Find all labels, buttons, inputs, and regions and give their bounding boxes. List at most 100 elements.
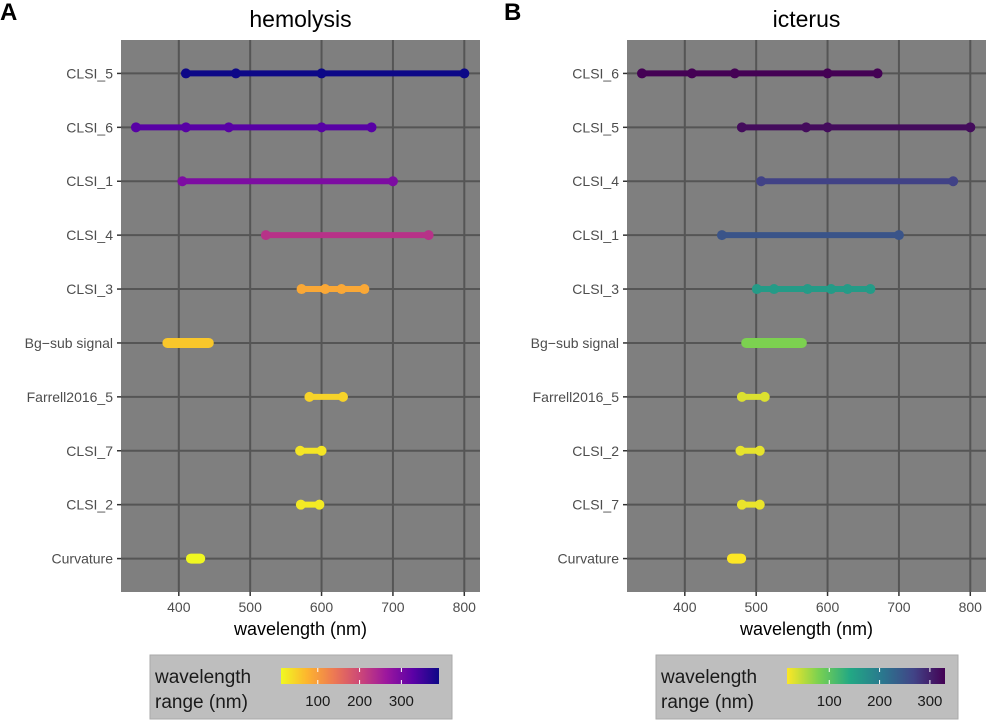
- x-tick-label: 600: [310, 599, 334, 615]
- x-tick-label: 700: [887, 599, 911, 615]
- data-point: [316, 68, 327, 79]
- y-tick-label: Farrell2016_5: [27, 389, 114, 405]
- colorbar-tick-label: 100: [817, 693, 842, 710]
- data-point: [359, 284, 370, 295]
- data-point: [366, 122, 377, 133]
- data-point: [759, 391, 770, 402]
- y-tick-label: Bg−sub signal: [25, 335, 113, 351]
- y-tick-label: CLSI_1: [66, 173, 113, 189]
- data-point: [223, 122, 234, 133]
- colorbar: [281, 668, 439, 684]
- data-point: [826, 284, 837, 295]
- y-tick-label: CLSI_6: [572, 65, 619, 81]
- data-point: [387, 176, 398, 187]
- y-tick-label: Curvature: [558, 551, 620, 567]
- data-point: [865, 284, 876, 295]
- y-tick-label: Farrell2016_5: [533, 389, 620, 405]
- x-tick-label: 600: [816, 599, 840, 615]
- y-tick-label: CLSI_2: [66, 497, 113, 513]
- data-point: [304, 391, 315, 402]
- legend-title-line1: wavelength: [154, 667, 251, 688]
- data-point: [130, 122, 141, 133]
- data-point: [822, 68, 833, 79]
- data-point: [802, 284, 813, 295]
- y-tick-label: CLSI_3: [66, 281, 113, 297]
- legend-title-line2: range (nm): [661, 692, 754, 713]
- colorbar-tick-label: 300: [389, 693, 414, 710]
- data-point: [735, 445, 746, 456]
- data-point: [459, 68, 470, 79]
- y-tick-label: CLSI_3: [572, 281, 619, 297]
- y-tick-label: Curvature: [52, 551, 114, 567]
- data-point: [296, 284, 307, 295]
- data-point: [320, 284, 331, 295]
- y-tick-label: CLSI_5: [66, 65, 113, 81]
- data-point: [314, 499, 325, 510]
- y-tick-label: CLSI_6: [66, 119, 113, 135]
- panel-label: B: [504, 0, 521, 26]
- data-point: [295, 445, 306, 456]
- data-point: [716, 230, 727, 241]
- y-tick-label: CLSI_4: [66, 227, 113, 243]
- data-point: [822, 122, 833, 133]
- data-point: [686, 68, 697, 79]
- x-axis-title: wavelength (nm): [233, 619, 367, 639]
- data-point: [754, 499, 765, 510]
- data-point: [316, 445, 327, 456]
- data-point: [893, 230, 904, 241]
- colorbar-tick-label: 300: [917, 693, 942, 710]
- panel-label: A: [0, 0, 17, 26]
- legend-background: [655, 654, 959, 720]
- data-point: [177, 176, 188, 187]
- data-point: [842, 284, 853, 295]
- y-tick-label: CLSI_7: [66, 443, 113, 459]
- data-point: [729, 68, 740, 79]
- x-axis-title: wavelength (nm): [739, 619, 873, 639]
- data-point: [336, 284, 347, 295]
- data-point: [636, 68, 647, 79]
- data-point: [736, 122, 747, 133]
- data-point: [423, 230, 434, 241]
- y-tick-label: CLSI_7: [572, 497, 619, 513]
- data-point: [801, 122, 812, 133]
- data-point: [965, 122, 976, 133]
- y-tick-label: CLSI_1: [572, 227, 619, 243]
- panel-title: icterus: [773, 6, 841, 32]
- colorbar-tick-label: 200: [347, 693, 372, 710]
- data-point: [751, 284, 762, 295]
- data-point: [316, 122, 327, 133]
- x-tick-label: 700: [381, 599, 405, 615]
- data-point: [872, 68, 883, 79]
- x-tick-label: 400: [673, 599, 697, 615]
- colorbar-tick-label: 200: [867, 693, 892, 710]
- x-tick-label: 800: [959, 599, 983, 615]
- data-point: [756, 176, 767, 187]
- y-tick-label: CLSI_4: [572, 173, 619, 189]
- colorbar: [787, 668, 945, 684]
- y-tick-label: CLSI_5: [572, 119, 619, 135]
- y-tick-label: Bg−sub signal: [531, 335, 619, 351]
- legend-title-line2: range (nm): [155, 692, 248, 713]
- legend-background: [149, 654, 453, 720]
- data-point: [736, 499, 747, 510]
- color-legend: wavelength range (nm) 100 200 300: [149, 654, 453, 720]
- x-tick-label: 400: [167, 599, 191, 615]
- x-tick-label: 500: [239, 599, 263, 615]
- data-point: [948, 176, 959, 187]
- data-point: [230, 68, 241, 79]
- data-point: [337, 391, 348, 402]
- data-point: [754, 445, 765, 456]
- y-tick-label: CLSI_2: [572, 443, 619, 459]
- data-point: [180, 68, 191, 79]
- x-tick-label: 500: [745, 599, 769, 615]
- data-point: [180, 122, 191, 133]
- data-point: [260, 230, 271, 241]
- data-point: [769, 284, 780, 295]
- data-point: [736, 391, 747, 402]
- x-tick-label: 800: [453, 599, 477, 615]
- legend-title-line1: wavelength: [660, 667, 757, 688]
- color-legend: wavelength range (nm) 100 200 300: [655, 654, 959, 720]
